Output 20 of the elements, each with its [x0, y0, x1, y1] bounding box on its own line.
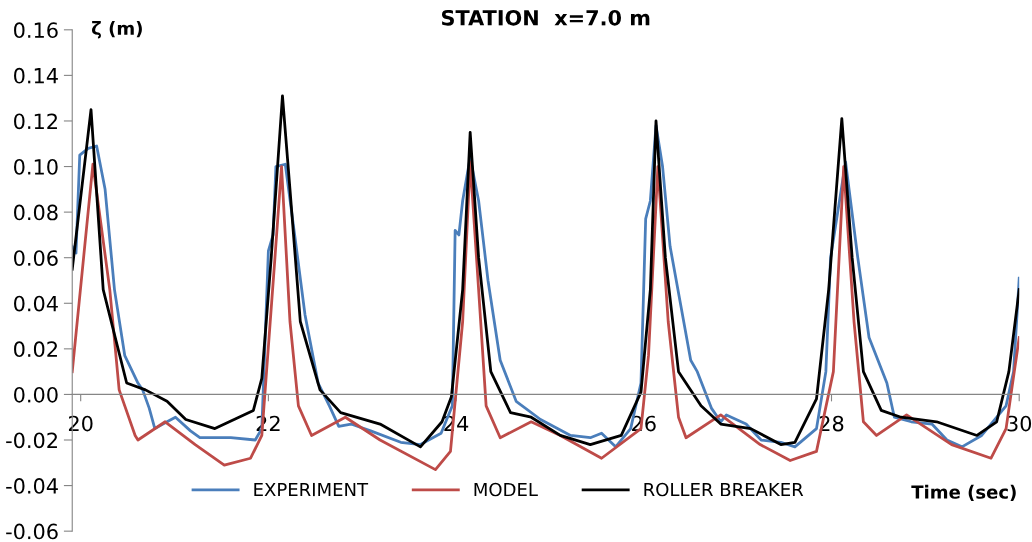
y-axis-title: ζ (m) [91, 21, 142, 39]
y-tick-label: -0.04 [6, 478, 58, 494]
x-axis-title: Time (sec) [911, 484, 1016, 501]
x-tick-label: 30 [1007, 415, 1032, 432]
y-tick-label: 0.04 [14, 295, 58, 312]
y-tick-label: 0.12 [14, 113, 57, 130]
y-tick-label: 0.06 [14, 250, 58, 266]
y-tick-label: 0.10 [14, 158, 58, 175]
chart-title: STATION x=7.0 m [441, 9, 650, 26]
legend-label: ROLLER BREAKER [644, 482, 804, 497]
y-tick-label: -0.02 [6, 432, 57, 449]
y-tick-label: 0.02 [14, 341, 57, 358]
y-tick-label: 0.14 [14, 67, 58, 84]
y-tick-label: 0.00 [14, 386, 58, 403]
y-tick-label: 0.16 [14, 22, 58, 39]
y-tick-label: -0.06 [6, 523, 58, 540]
legend-label: EXPERIMENT [254, 482, 369, 497]
y-tick-label: 0.08 [14, 204, 58, 221]
legend-label: MODEL [474, 482, 538, 497]
x-tick-label: 20 [68, 415, 93, 432]
